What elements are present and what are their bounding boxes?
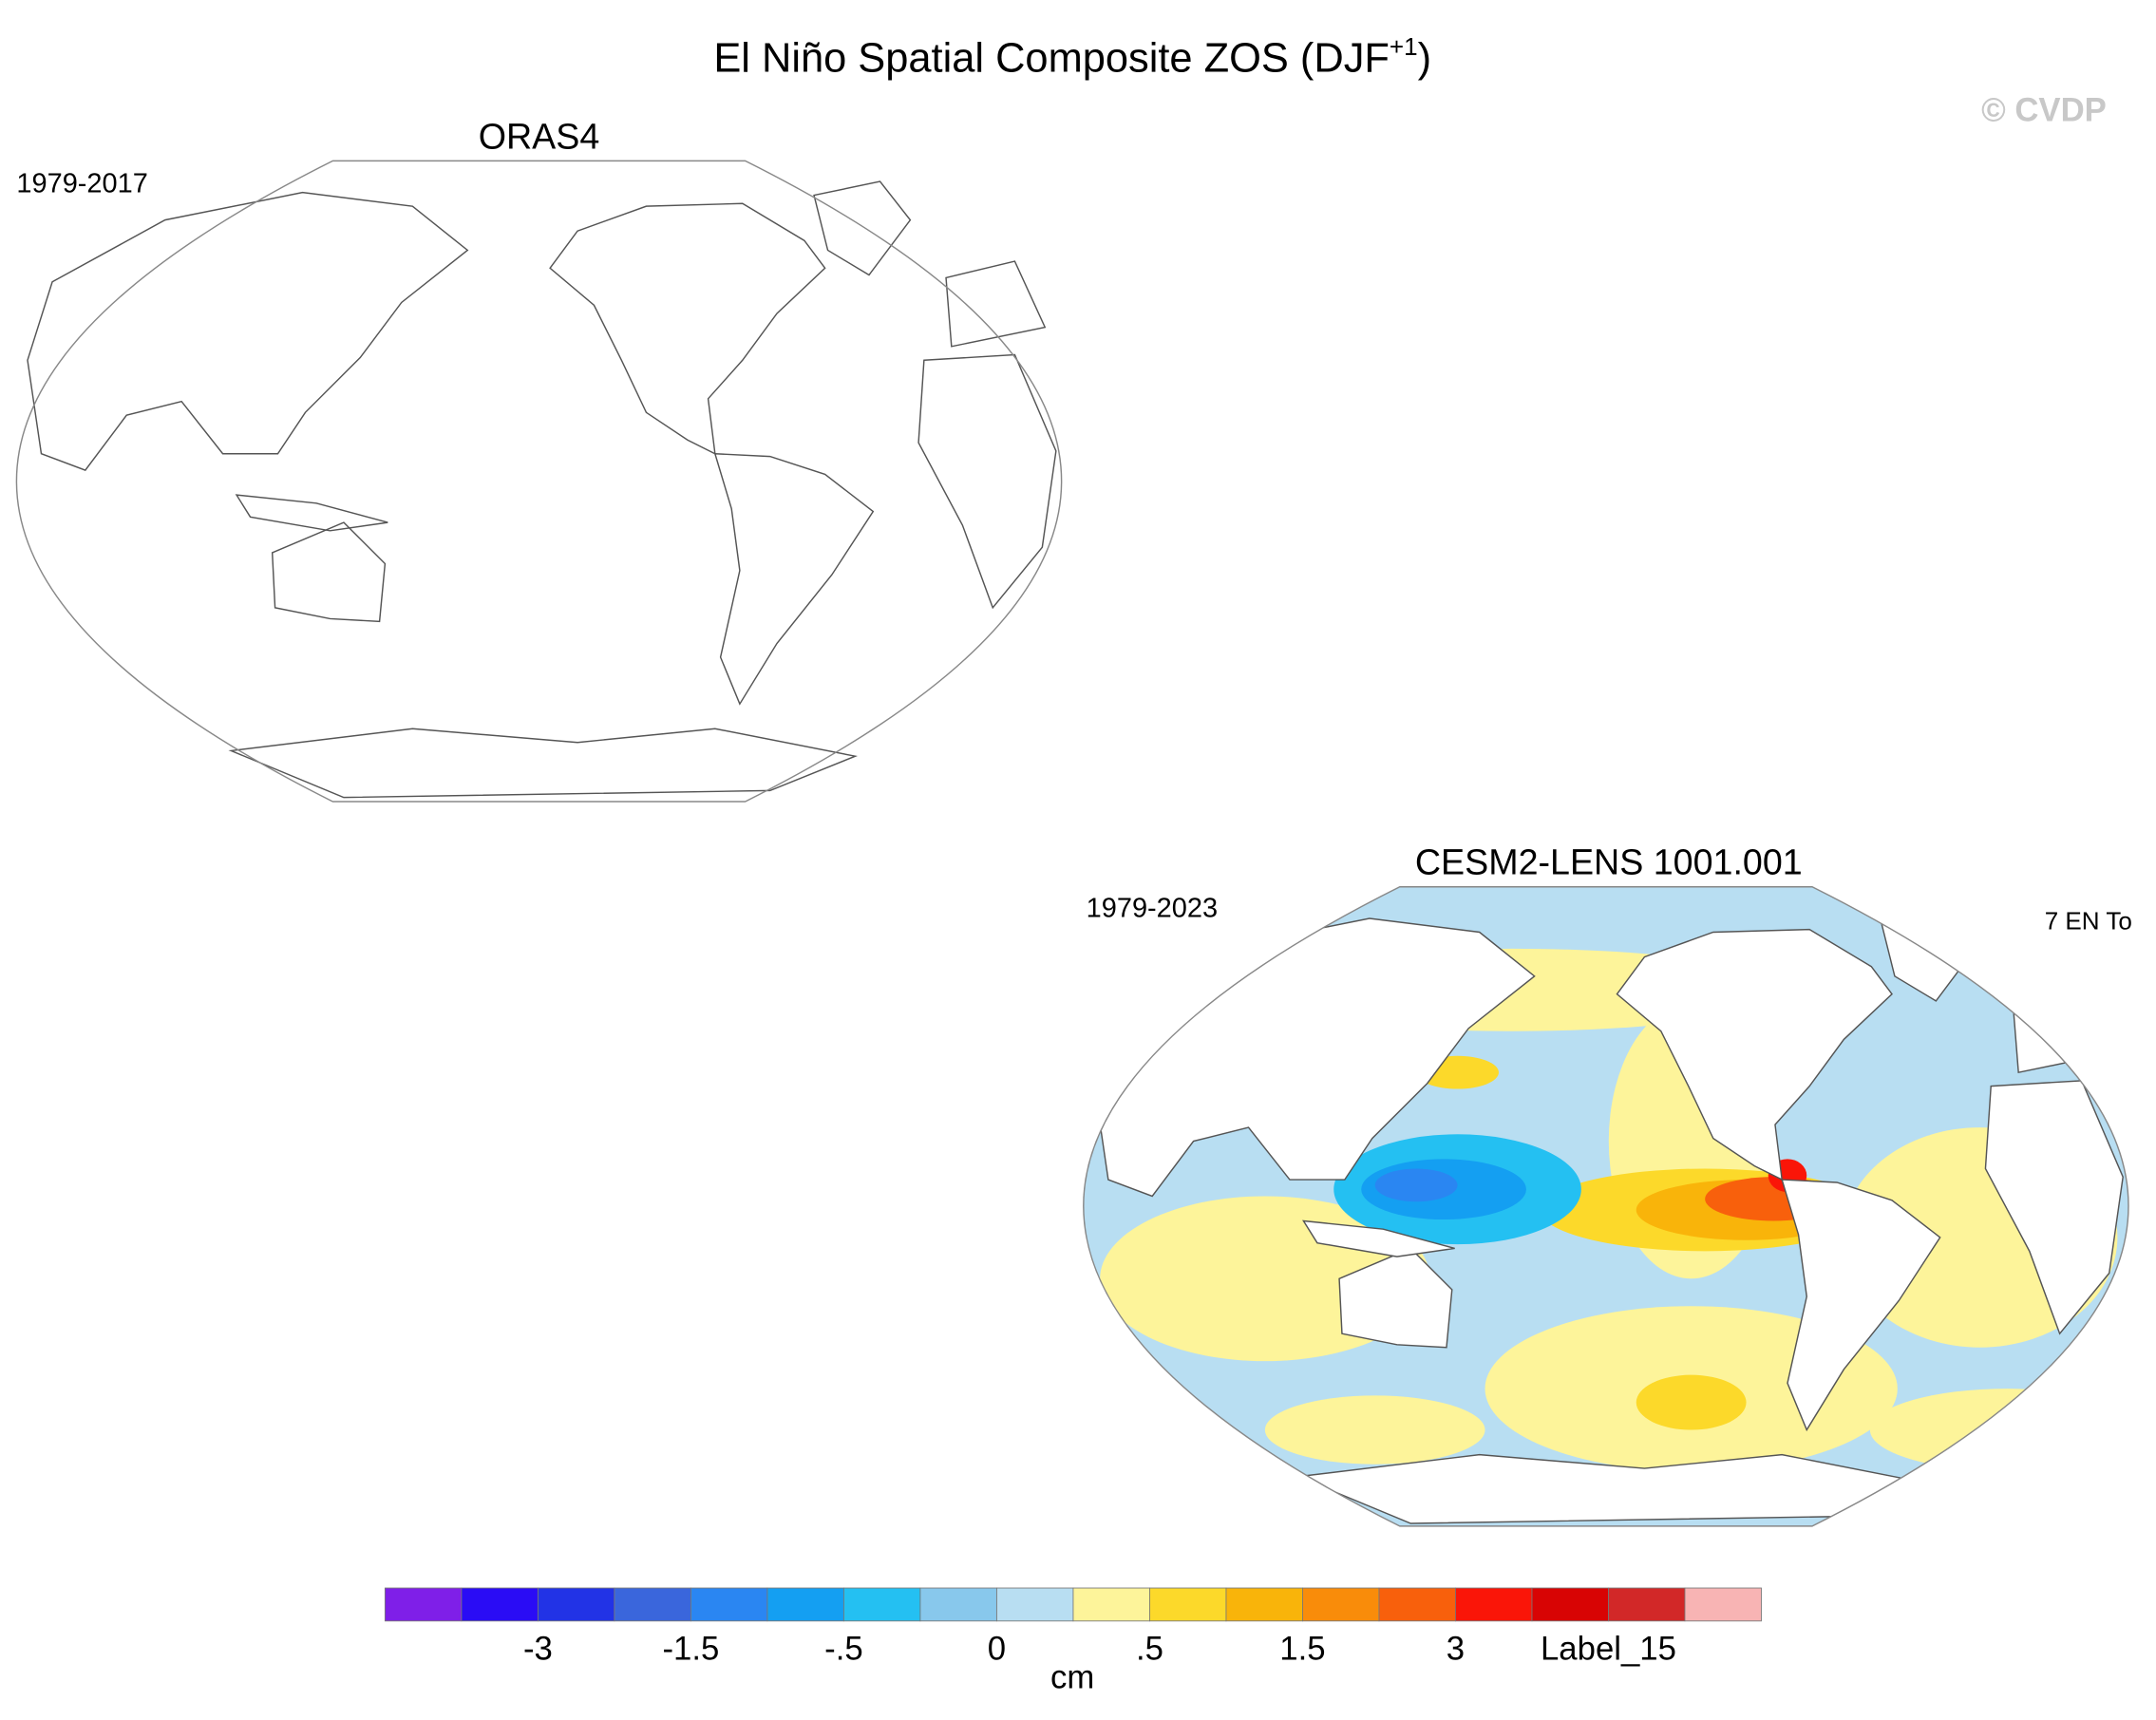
colorbar-box xyxy=(1302,1587,1380,1622)
colorbar-box xyxy=(1225,1587,1303,1622)
colorbar-box xyxy=(461,1587,539,1622)
colorbar-box xyxy=(919,1587,997,1622)
colorbar-box xyxy=(766,1587,844,1622)
map-frame xyxy=(1083,886,2129,1527)
colorbar-box xyxy=(614,1587,691,1622)
colorbar-box xyxy=(995,1587,1074,1622)
colorbar: -3 -1.5 -.5 0 .5 1.5 3 Label_15 xyxy=(384,1587,1762,1667)
title-main: El Niño Spatial Composite ZOS (DJF xyxy=(713,35,1390,81)
colorbar-box xyxy=(1531,1587,1609,1622)
colorbar-box xyxy=(537,1587,615,1622)
colorbar-label: -.5 xyxy=(824,1631,863,1667)
colorbar-box xyxy=(1684,1587,1762,1622)
watermark: © CVDP xyxy=(1981,92,2107,128)
colorbar-label: -3 xyxy=(523,1631,553,1667)
map-frame xyxy=(15,160,1063,803)
panel-note: 7 EN To xyxy=(2045,907,2132,936)
colorbar-units: cm xyxy=(1050,1660,1094,1696)
colorbar-box xyxy=(1608,1587,1686,1622)
colorbar-label: .5 xyxy=(1136,1631,1163,1667)
colorbar-label: Label_15 xyxy=(1541,1631,1676,1667)
figure-title: El Niño Spatial Composite ZOS (DJF+1) xyxy=(713,32,1431,81)
panel-years: 1979-2023 xyxy=(1087,894,1218,924)
colorbar-label: -1.5 xyxy=(662,1631,719,1667)
panel-title: CESM2-LENS 1001.001 xyxy=(1415,842,1803,882)
title-end: ) xyxy=(1418,35,1431,81)
colorbar-label: 0 xyxy=(988,1631,1006,1667)
panel-years: 1979-2017 xyxy=(16,169,147,199)
title-superscript: +1 xyxy=(1390,32,1418,61)
colorbar-box xyxy=(1149,1587,1227,1622)
colorbar-box xyxy=(384,1587,463,1622)
map-upper xyxy=(15,160,1063,803)
colorbar-label: 1.5 xyxy=(1279,1631,1325,1667)
colorbar-box xyxy=(842,1587,921,1622)
colorbar-box xyxy=(1378,1587,1456,1622)
panel-title: ORAS4 xyxy=(479,116,600,156)
colorbar-box xyxy=(690,1587,768,1622)
colorbar-box xyxy=(1072,1587,1150,1622)
colorbar-label: 3 xyxy=(1447,1631,1465,1667)
colorbar-box xyxy=(1455,1587,1533,1622)
map-lower xyxy=(1083,886,2128,1526)
